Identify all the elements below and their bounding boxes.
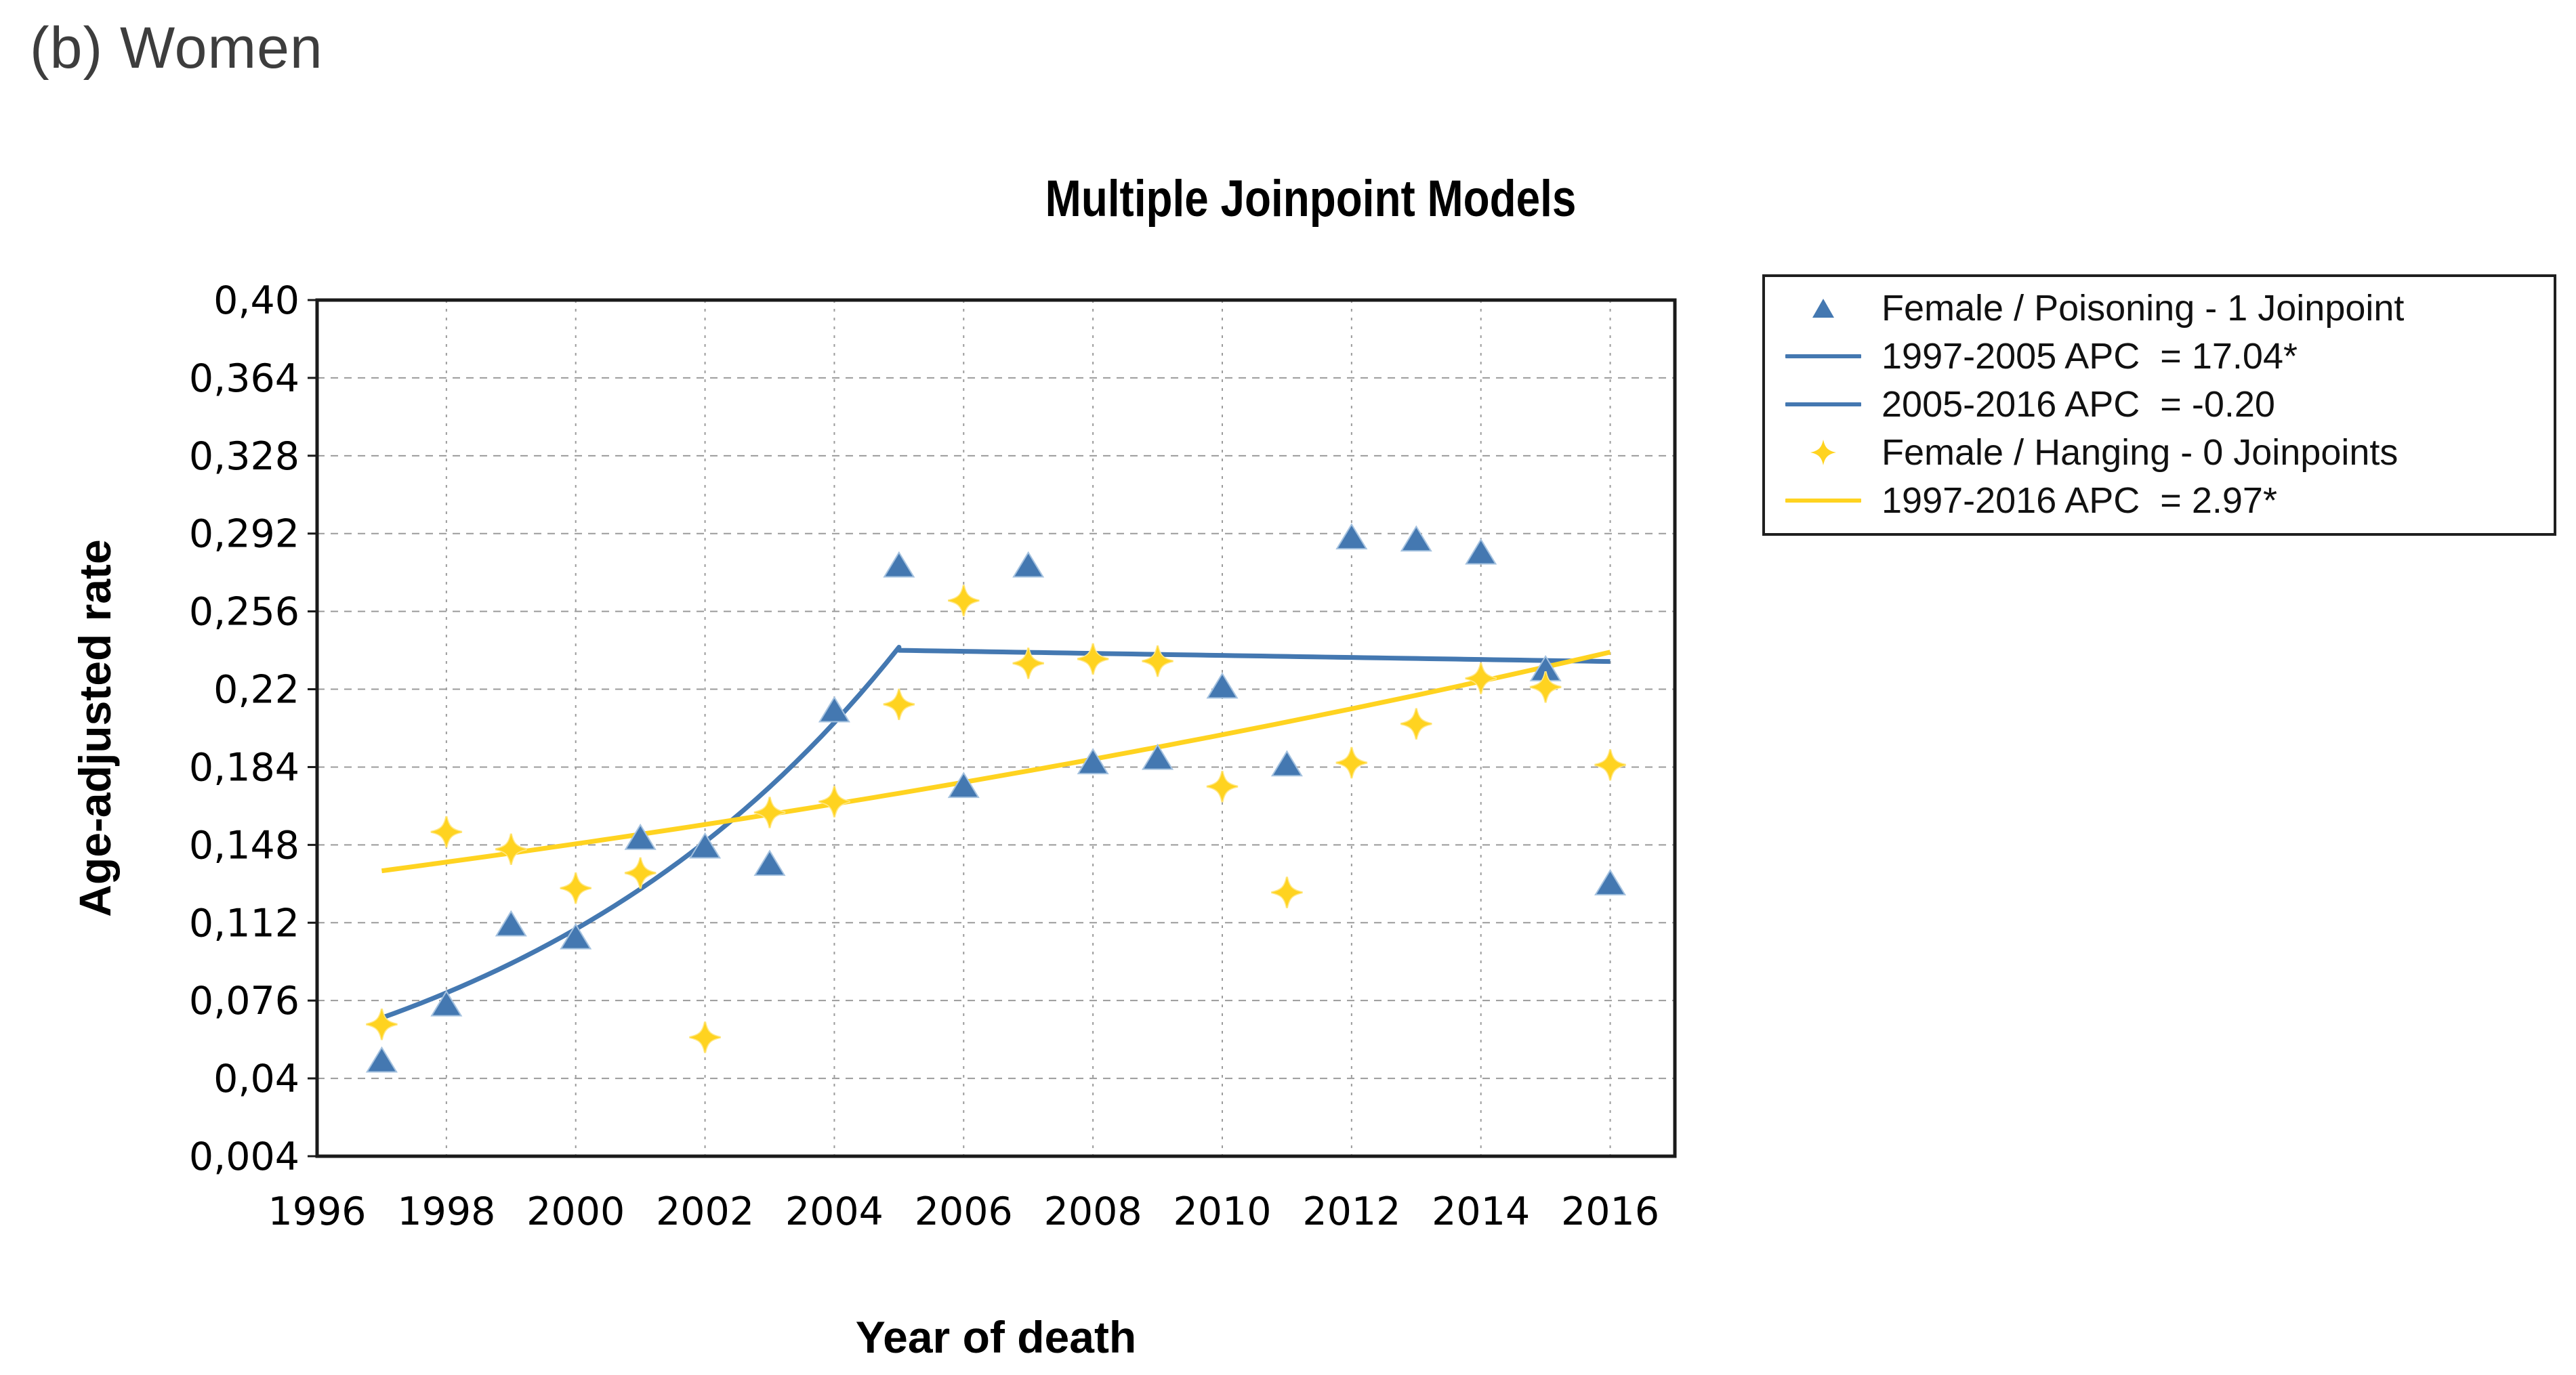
poisoning-point bbox=[365, 1046, 398, 1073]
legend-label: 1997-2005 APC = 17.04* bbox=[1882, 335, 2298, 377]
hanging-point bbox=[753, 797, 786, 828]
poisoning-point bbox=[1400, 525, 1432, 552]
triangle-marker-icon bbox=[1765, 297, 1882, 320]
page-title: (b) Women bbox=[30, 16, 323, 81]
x-tick-label: 2016 bbox=[1561, 1189, 1659, 1234]
hanging-point bbox=[818, 786, 850, 818]
poisoning-point bbox=[883, 551, 915, 578]
x-tick-label: 2010 bbox=[1173, 1189, 1271, 1234]
hanging-point bbox=[689, 1021, 721, 1053]
poisoning-point bbox=[1594, 868, 1627, 895]
poisoning-point bbox=[624, 823, 657, 850]
x-tick-label: 2006 bbox=[915, 1189, 1013, 1234]
y-tick-label: 0,148 bbox=[189, 823, 299, 868]
poisoning-point bbox=[818, 696, 850, 723]
poisoning-point bbox=[430, 990, 463, 1017]
x-axis-title: Year of death bbox=[855, 1312, 1137, 1362]
legend: Female / Poisoning - 1 Joinpoint 1997-20… bbox=[1762, 274, 2556, 536]
legend-row-hanging-series: Female / Hanging - 0 Joinpoints bbox=[1765, 428, 2554, 476]
x-tick-label: 1996 bbox=[268, 1189, 366, 1234]
x-tick-label: 2004 bbox=[785, 1189, 884, 1234]
hanging-point bbox=[1206, 770, 1239, 803]
y-tick-label: 0,076 bbox=[189, 979, 299, 1023]
poisoning-point bbox=[753, 849, 786, 876]
hanging-point bbox=[624, 857, 657, 889]
y-tick-label: 0,22 bbox=[213, 668, 299, 713]
y-tick-label: 0,40 bbox=[213, 278, 299, 323]
hanging-point bbox=[1529, 671, 1562, 703]
poisoning-point bbox=[495, 910, 527, 937]
line-swatch-icon bbox=[1765, 354, 1882, 358]
legend-label: Female / Hanging - 0 Joinpoints bbox=[1882, 431, 2398, 473]
y-tick-label: 0,184 bbox=[189, 745, 299, 790]
hanging-point bbox=[1594, 748, 1626, 781]
x-tick-label: 2014 bbox=[1432, 1189, 1530, 1234]
y-tick-label: 0,292 bbox=[189, 512, 299, 557]
hanging-point bbox=[883, 688, 915, 721]
hanging-point bbox=[1077, 643, 1109, 675]
x-tick-label: 1998 bbox=[397, 1189, 495, 1234]
hanging-fit-line bbox=[381, 650, 1611, 874]
y-tick-label: 0,004 bbox=[189, 1135, 299, 1179]
poisoning-point bbox=[1270, 750, 1303, 777]
plot-border bbox=[315, 298, 1677, 1158]
hanging-point bbox=[560, 872, 592, 904]
legend-label: 2005-2016 APC = -0.20 bbox=[1882, 383, 2275, 425]
hanging-point bbox=[1465, 662, 1497, 694]
legend-row-poisoning-series: Female / Poisoning - 1 Joinpoint bbox=[1765, 284, 2554, 332]
x-tick-label: 2002 bbox=[656, 1189, 754, 1234]
poisoning-point bbox=[560, 923, 592, 950]
poisoning-point bbox=[1465, 538, 1497, 565]
x-tick-label: 2008 bbox=[1044, 1189, 1142, 1234]
y-tick-label: 0,112 bbox=[189, 901, 299, 946]
poisoning-point bbox=[1077, 748, 1109, 775]
poisoning-point bbox=[1012, 551, 1045, 578]
x-tick-label: 2000 bbox=[526, 1189, 625, 1234]
y-tick-label: 0,256 bbox=[189, 590, 299, 635]
chart-title-text: Multiple Joinpoint Models bbox=[1045, 170, 1577, 228]
y-tick-label: 0,328 bbox=[189, 434, 299, 479]
legend-label: 1997-2016 APC = 2.97* bbox=[1882, 480, 2277, 521]
hanging-point bbox=[947, 585, 980, 616]
poisoning-point bbox=[1142, 743, 1174, 770]
poisoning-point bbox=[1335, 523, 1368, 550]
hanging-point bbox=[1271, 876, 1303, 908]
hanging-point bbox=[1142, 645, 1173, 677]
hanging-point bbox=[1400, 708, 1432, 740]
legend-row-poisoning-apc1: 1997-2005 APC = 17.04* bbox=[1765, 332, 2554, 380]
y-tick-label: 0,364 bbox=[189, 356, 299, 401]
poisoning-point bbox=[689, 832, 722, 859]
legend-label: Female / Poisoning - 1 Joinpoint bbox=[1882, 287, 2405, 329]
chart-title: Multiple Joinpoint Models bbox=[995, 169, 1604, 228]
legend-row-hanging-apc: 1997-2016 APC = 2.97* bbox=[1765, 476, 2554, 524]
hanging-point bbox=[430, 816, 463, 848]
hanging-point bbox=[366, 1008, 398, 1040]
hanging-point bbox=[1012, 647, 1045, 679]
line-swatch-icon bbox=[1765, 402, 1882, 406]
y-tick-label: 0,04 bbox=[213, 1057, 299, 1101]
hanging-point bbox=[1335, 746, 1368, 779]
poisoning-fit-line bbox=[381, 645, 1611, 1021]
poisoning-point bbox=[947, 771, 980, 799]
x-tick-label: 2012 bbox=[1302, 1189, 1400, 1234]
legend-row-poisoning-apc2: 2005-2016 APC = -0.20 bbox=[1765, 380, 2554, 428]
poisoning-point bbox=[1206, 672, 1239, 699]
star-marker-icon bbox=[1765, 439, 1882, 466]
line-swatch-icon bbox=[1765, 498, 1882, 503]
hanging-point bbox=[495, 833, 527, 866]
